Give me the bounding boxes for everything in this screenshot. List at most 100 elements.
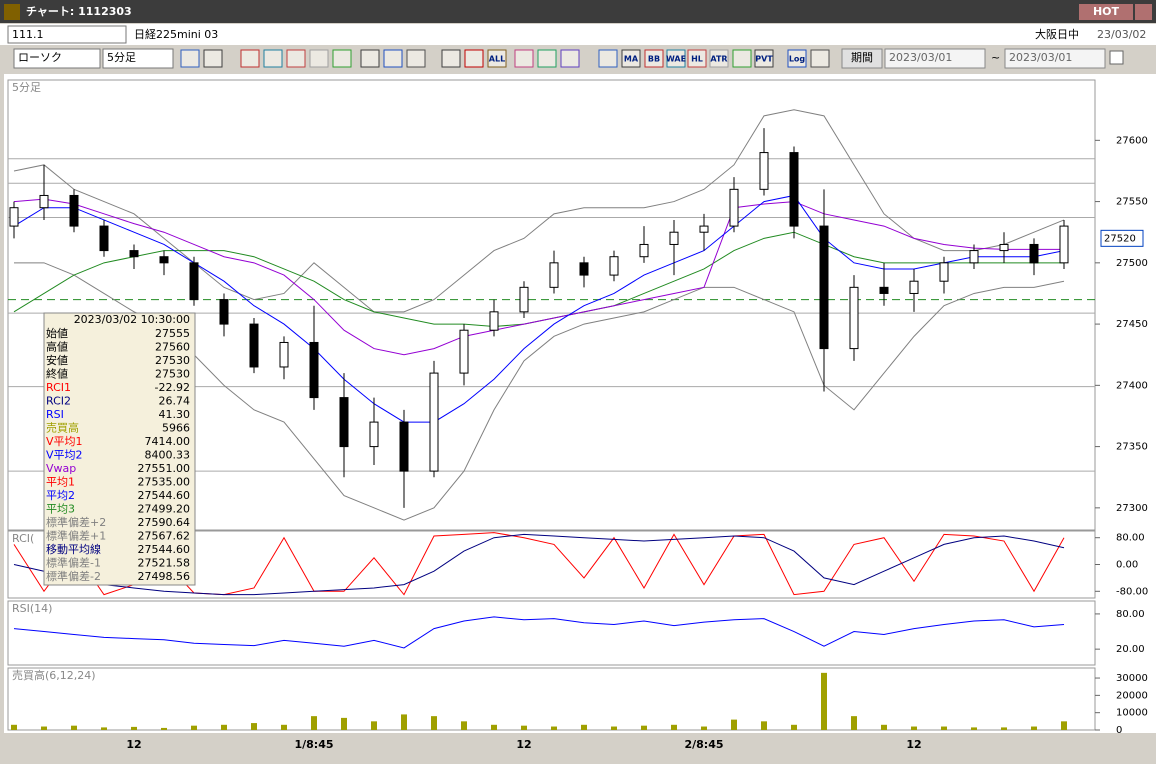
y-tick-label: 80.00 (1116, 533, 1145, 544)
toolbar-icon[interactable] (240, 49, 260, 68)
info-value: 27544.60 (138, 543, 191, 556)
period-button[interactable] (841, 48, 883, 69)
tilde: ~ (991, 51, 1000, 64)
candle-body (159, 256, 169, 264)
toolbar-icon[interactable] (360, 49, 380, 68)
toolbar-icon[interactable] (598, 49, 618, 68)
volume-bar (161, 727, 167, 730)
interval-select[interactable] (102, 48, 174, 69)
chart-type: ローソク (18, 51, 62, 64)
panel-label: RSI(14) (12, 602, 52, 615)
period: 期間 (851, 51, 873, 64)
volume-bar (401, 714, 407, 730)
toolbar-icon[interactable] (464, 49, 484, 68)
y-tick-label: 27450 (1116, 319, 1148, 330)
candle-body (369, 421, 379, 448)
toolbar-icon[interactable] (537, 49, 557, 68)
toolbar-icon[interactable] (560, 49, 580, 68)
toolbar-icon-label: BB (648, 55, 660, 64)
info-value: 27498.56 (138, 570, 191, 583)
x-tick-label: 12 (126, 738, 141, 751)
info-value: 7414.00 (145, 435, 191, 448)
code: 111.1 (12, 28, 44, 41)
overlay-line (13, 198, 1064, 356)
toolbar-icon[interactable] (621, 49, 641, 68)
info-label: Vwap (46, 462, 76, 475)
chart-type-select[interactable] (13, 48, 101, 69)
toolbar-icon[interactable] (286, 49, 306, 68)
window-title: チャート: 1112303 (26, 5, 132, 18)
y-tick-label: 27400 (1116, 380, 1148, 391)
candle-body (429, 372, 439, 472)
y-tick-label: -80.00 (1116, 586, 1148, 597)
info-value: 27560 (155, 341, 190, 354)
info-label: V平均1 (46, 435, 83, 448)
volume-bar (821, 672, 827, 730)
candle-body (579, 262, 589, 276)
toolbar-icon[interactable] (203, 49, 223, 68)
candle-body (729, 188, 739, 227)
volume-bar (1001, 727, 1007, 730)
candle-body (879, 286, 889, 294)
volume-bar (251, 723, 257, 730)
y-tick-label: 27300 (1116, 503, 1148, 514)
info-label: V平均2 (46, 449, 83, 462)
y-tick-label: 0.00 (1116, 560, 1138, 571)
toolbar-icon[interactable] (687, 49, 707, 68)
from-date[interactable] (884, 48, 986, 69)
info-label: 高値 (46, 340, 68, 354)
volume-bar (101, 727, 107, 730)
toolbar-icon[interactable] (441, 49, 461, 68)
toolbar-icon[interactable] (180, 49, 200, 68)
volume-bar (71, 725, 77, 730)
candle-body (99, 225, 109, 252)
toolbar-icon[interactable] (666, 49, 686, 68)
overlay-line (13, 109, 1065, 313)
toolbar-icon[interactable] (644, 49, 664, 68)
info-value: 27551.00 (138, 462, 191, 475)
hot-button[interactable] (1079, 4, 1133, 20)
last-price: 27520 (1104, 233, 1136, 244)
toolbar-icon[interactable] (732, 49, 752, 68)
toolbar-icon[interactable] (263, 49, 283, 68)
x-tick-label: 2/8:45 (684, 738, 723, 751)
hot-label: HOT (1093, 5, 1120, 18)
candle-body (1029, 243, 1039, 264)
toolbar-icon[interactable] (810, 49, 830, 68)
toolbar-icon-label: MA (624, 55, 639, 64)
last-price-box (1100, 229, 1144, 247)
toolbar-icon[interactable] (332, 49, 352, 68)
candle-body (789, 152, 799, 227)
close-button[interactable] (1135, 4, 1152, 20)
info-label: 標準偏差+2 (46, 515, 106, 529)
toolbar-icon[interactable] (309, 49, 329, 68)
code-box[interactable] (7, 25, 127, 44)
to-date[interactable] (1004, 48, 1106, 69)
x-tick-label: 1/8:45 (294, 738, 333, 751)
toolbar-icon[interactable] (754, 49, 774, 68)
panel-label: 5分足 (12, 81, 41, 94)
toolbar-icon[interactable] (383, 49, 403, 68)
y-tick-label: 27500 (1116, 258, 1148, 269)
volume-bar (341, 717, 347, 730)
toolbar-icon[interactable] (406, 49, 426, 68)
info-value: -22.92 (155, 381, 190, 394)
panel-frame (7, 79, 1096, 531)
info-label: RCI1 (46, 381, 71, 394)
info-value: 5966 (162, 422, 190, 435)
volume-bar (41, 726, 47, 730)
candle-body (969, 250, 979, 264)
toolbar-icon[interactable] (514, 49, 534, 68)
toolbar-icon[interactable] (487, 49, 507, 68)
info-label: RCI2 (46, 395, 71, 408)
info-value: 27530 (155, 368, 190, 381)
candle-body (519, 286, 529, 313)
toolbar-icon[interactable] (787, 49, 807, 68)
toolbar-icon-label: ATR (710, 55, 727, 64)
volume-bar (371, 721, 377, 730)
toolbar-icon[interactable] (709, 49, 729, 68)
checkbox[interactable] (1109, 50, 1124, 65)
candle-body (759, 152, 769, 190)
candle-body (279, 341, 289, 368)
y-tick-label: 27550 (1116, 197, 1148, 208)
